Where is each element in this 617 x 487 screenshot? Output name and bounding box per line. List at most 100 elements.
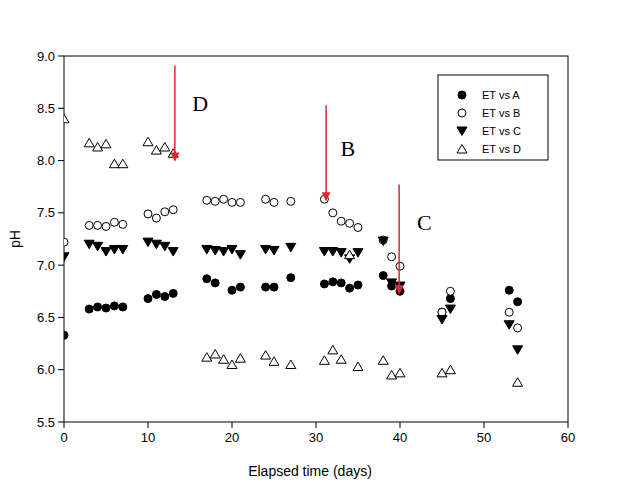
point [236,283,244,291]
point [286,243,296,252]
y-tick [58,56,64,57]
point [160,242,170,251]
x-tick-label: 50 [477,430,491,445]
y-tick [58,369,64,370]
point [144,295,152,303]
point [203,196,211,204]
point [504,321,514,330]
point [445,365,455,374]
point [387,370,397,379]
point [235,251,245,259]
point [505,308,513,316]
point [505,286,513,294]
point [210,350,220,359]
point [109,159,119,168]
x-tick [232,422,233,428]
legend-label: ET vs A [482,89,520,101]
point [227,245,237,254]
point [160,142,170,151]
y-tick [58,422,64,423]
point [287,197,295,205]
point [354,223,362,231]
point [168,149,178,158]
point [319,356,329,365]
point [354,281,362,289]
point [378,356,388,365]
y-tick [58,212,64,213]
point [102,304,110,312]
y-tick [58,317,64,318]
legend-marker [458,91,466,99]
point [101,248,111,257]
point [220,195,228,203]
chart: 01020304050605.56.06.57.07.58.08.59.0Ela… [0,0,617,487]
x-tick-label: 40 [393,430,407,445]
point [219,248,229,257]
point [262,195,270,203]
plot-frame [64,56,568,422]
point [119,303,127,311]
x-tick [64,422,65,428]
point [85,221,93,229]
annotation-label: B [341,136,356,161]
point [110,302,118,310]
point [329,209,337,217]
point [514,324,522,332]
x-tick-label: 30 [309,430,323,445]
point [211,279,219,287]
x-tick [148,422,149,428]
point [219,355,229,364]
point [235,354,245,363]
point [236,198,244,206]
point [353,249,363,258]
y-tick-label: 6.0 [37,362,55,377]
point [169,206,177,214]
annotation-arrow [174,65,176,160]
point [143,137,153,146]
point [337,279,345,287]
point [203,275,211,283]
point [94,221,102,229]
y-tick [58,108,64,109]
point [269,247,279,256]
x-tick [568,422,569,428]
point [110,218,118,226]
point [346,284,354,292]
x-tick-label: 10 [141,430,155,445]
legend-box [438,75,548,160]
point [64,331,68,339]
point [84,138,94,147]
point [152,214,160,222]
point [85,305,93,313]
y-tick [58,160,64,161]
point [262,283,270,291]
point [64,253,69,261]
point [287,274,295,282]
point [64,238,68,246]
y-tick-label: 6.5 [37,310,55,325]
point [446,295,454,303]
point [320,280,328,288]
annotation-label: C [417,210,432,235]
x-tick [400,422,401,428]
point [228,198,236,206]
x-tick-label: 60 [561,430,575,445]
point [445,305,455,314]
point [319,248,329,257]
legend-marker [457,127,467,136]
point [119,220,127,228]
point [438,308,446,316]
point [437,316,447,325]
point [286,360,296,369]
y-tick-label: 8.5 [37,101,55,116]
point [84,240,94,249]
legend-label: ET vs C [482,125,521,137]
point [353,362,363,371]
point [329,278,337,286]
point [336,355,346,364]
x-tick-label: 20 [225,430,239,445]
point [514,298,522,306]
y-tick-label: 8.0 [37,153,55,168]
point [346,219,354,227]
point [211,197,219,205]
